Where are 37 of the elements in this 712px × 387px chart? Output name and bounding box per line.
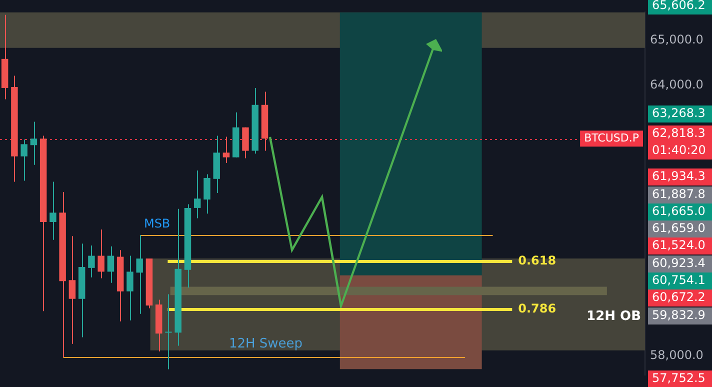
text: 57,752.5 xyxy=(652,371,706,386)
candlestick xyxy=(68,236,76,344)
text: 59,832.9 xyxy=(652,308,706,322)
text: 60,672.2 xyxy=(652,290,706,304)
candlestick xyxy=(204,174,210,214)
text: 65,606.2 xyxy=(652,0,706,12)
ref-line-label: BTCUSD.P xyxy=(584,131,640,144)
text: 01:40:20 xyxy=(652,143,706,158)
ref-line-label: 12H Sweep xyxy=(228,336,303,352)
candlestick xyxy=(194,170,201,219)
text: 61,887.8 xyxy=(652,187,706,202)
text: 62,818.3 xyxy=(652,126,706,140)
candlestick xyxy=(50,181,56,240)
y-tick-label: 64,000.0 xyxy=(650,77,704,92)
candlestick xyxy=(107,246,114,284)
candlestick xyxy=(30,121,38,166)
annotation: 0.786 xyxy=(518,301,556,316)
text: 61,665.0 xyxy=(652,204,706,218)
candlestick xyxy=(242,126,249,159)
candlestick xyxy=(222,136,230,164)
text: 60,923.4 xyxy=(652,256,706,270)
y-tick-label: 65,000.0 xyxy=(650,32,704,46)
text: 60,754.1 xyxy=(652,273,706,288)
candlestick xyxy=(20,139,28,182)
candlestick xyxy=(165,294,172,370)
candlestick xyxy=(98,229,104,279)
band-label: 12H OB xyxy=(586,308,641,324)
text: 61,934.3 xyxy=(652,169,706,184)
candlestick xyxy=(136,234,143,314)
candlestick xyxy=(126,255,134,321)
ref-line-label: MSB xyxy=(144,216,170,230)
text: 63,268.3 xyxy=(652,106,706,120)
annotation: 0.618 xyxy=(518,254,556,268)
text: 61,524.0 xyxy=(652,238,706,252)
text: 61,659.0 xyxy=(652,221,706,236)
candlestick xyxy=(88,244,95,278)
y-tick-label: 58,000.0 xyxy=(650,348,704,362)
